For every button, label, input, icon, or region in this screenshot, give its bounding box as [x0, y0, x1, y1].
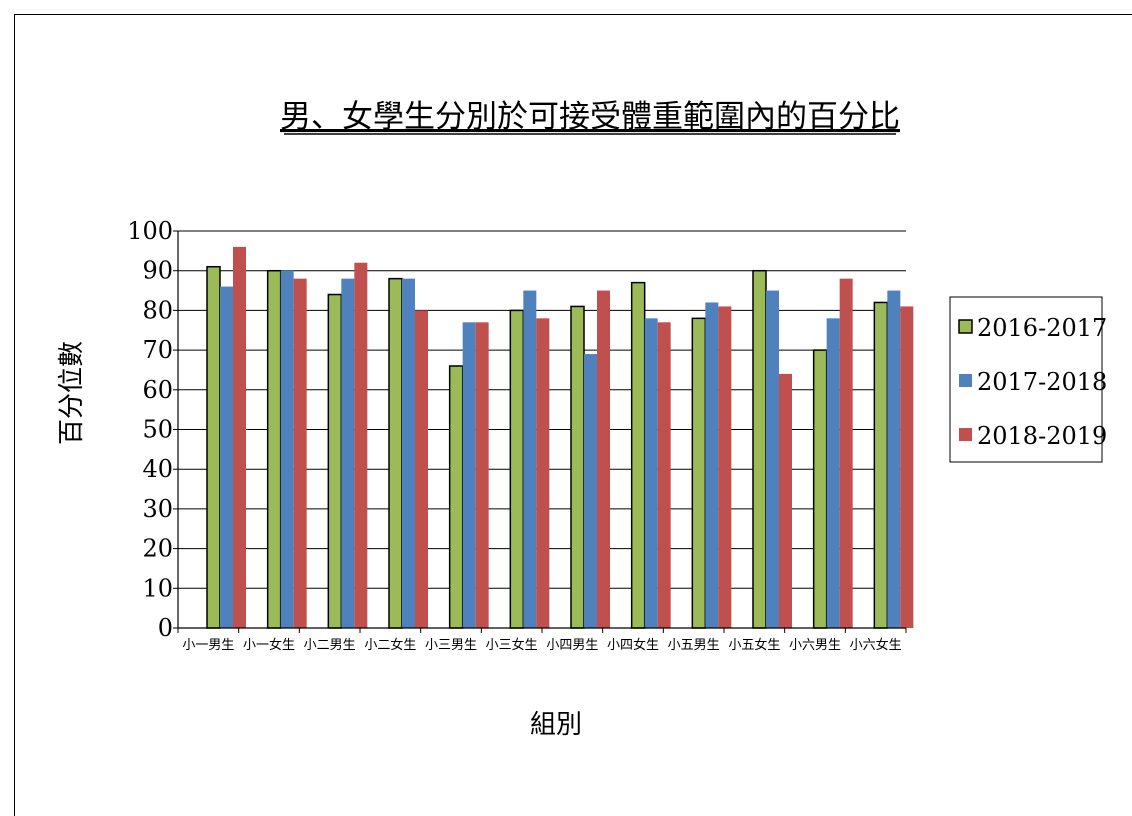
- bar-2016-2017-小五女生: [752, 269, 767, 629]
- bar-2018-2019-小六男生: [839, 278, 853, 628]
- x-tick-label: 小五男生: [668, 638, 720, 653]
- bar-2018-2019-小四男生: [597, 290, 610, 628]
- bar-2016-2017-小四女生: [630, 281, 646, 629]
- bar-2017-2018-小六女生: [887, 290, 901, 628]
- bar-2018-2019-小五男生: [718, 306, 732, 628]
- bar-2017-2018-小二男生: [341, 278, 355, 628]
- bar-2017-2018-小六男生: [826, 318, 840, 628]
- bar-2017-2018-小二女生: [402, 278, 415, 628]
- bar-2017-2018-小四男生: [584, 354, 597, 628]
- x-tick-label: 小四女生: [607, 637, 659, 653]
- y-tick-label: 50: [142, 416, 173, 444]
- y-tick-label: 40: [142, 455, 173, 483]
- bar-2016-2017-小三女生: [509, 309, 525, 629]
- bar-2017-2018-小三女生: [523, 290, 537, 628]
- bar-2017-2018-小一女生: [280, 270, 294, 628]
- y-tick-label: 100: [127, 217, 173, 245]
- bar-2016-2017-小一男生: [206, 265, 221, 629]
- x-tick-label: 小六男生: [789, 638, 841, 653]
- y-tick-label: 70: [142, 336, 173, 364]
- legend-swatch-2018-2019: [959, 428, 972, 441]
- bar-2017-2018-小三男生: [462, 322, 476, 628]
- bar-2018-2019-小五女生: [779, 373, 792, 628]
- bar-2017-2018-小五男生: [705, 302, 719, 628]
- legend-box: [949, 296, 1103, 463]
- x-axis-title: 組別: [530, 710, 582, 740]
- bar-2018-2019-小四女生: [657, 322, 671, 628]
- chart-frame: [14, 14, 1132, 816]
- bar-2016-2017-小二女生: [388, 277, 403, 629]
- x-tick-label: 小六女生: [850, 637, 902, 653]
- x-tick-label: 小二女生: [364, 637, 416, 653]
- bar-2018-2019-小三女生: [536, 318, 550, 628]
- chart-title: 男、女學生分別於可接受體重範圍內的百分比: [280, 99, 900, 135]
- x-tick-label: 小二男生: [304, 638, 356, 653]
- bar-2016-2017-小一女生: [266, 269, 282, 629]
- legend-label: 2016-2017: [977, 314, 1107, 342]
- bar-2016-2017-小六男生: [812, 349, 828, 629]
- bar-2018-2019-小六女生: [900, 306, 914, 628]
- legend-swatch-2017-2018: [959, 374, 972, 387]
- bar-2018-2019-小一男生: [233, 246, 246, 628]
- bar-2018-2019-小二男生: [354, 262, 368, 628]
- y-tick-label: 60: [142, 376, 173, 404]
- bar-2017-2018-小五女生: [766, 290, 779, 628]
- legend-label: 2017-2018: [977, 368, 1107, 396]
- x-tick-labels: 小一男生 小一女生 小二男生 小二女生 小三男生 小三女生 小四男生 小四女生 小五男生 小五女生…: [182, 637, 901, 653]
- legend-label: 2018-2019: [977, 422, 1107, 450]
- axes: [173, 230, 907, 633]
- y-tick-label: 10: [142, 574, 173, 602]
- y-tick-label: 90: [142, 257, 173, 285]
- x-tick-label: 小三女生: [486, 637, 538, 653]
- bar-2016-2017-小二男生: [327, 293, 343, 629]
- y-tick-label: 0: [158, 614, 173, 642]
- legend: 2016-2017 2017-2018 2018-2019: [949, 296, 1107, 463]
- bar-2016-2017-小四男生: [570, 305, 585, 629]
- x-tick-label: 小一男生: [182, 638, 234, 653]
- x-tick-label: 小三男生: [425, 638, 477, 653]
- bar-2018-2019-小一女生: [293, 278, 307, 628]
- bar-2017-2018-小一男生: [220, 286, 233, 628]
- bar-2016-2017-小六女生: [873, 301, 889, 629]
- y-tick-label: 80: [142, 296, 173, 324]
- bar-2016-2017-小三男生: [448, 365, 464, 629]
- bars: [206, 246, 914, 629]
- y-tick-label: 30: [142, 495, 173, 523]
- x-tick-label: 小五女生: [728, 637, 780, 653]
- y-tick-label: 20: [142, 535, 173, 563]
- bar-2017-2018-小四女生: [644, 318, 658, 628]
- legend-swatch-2016-2017: [958, 319, 973, 334]
- y-tick-labels: 0 10 20 30 40 50 60 70 80 90 100: [127, 217, 173, 642]
- bar-2016-2017-小五男生: [691, 317, 707, 629]
- bar-2018-2019-小三男生: [475, 322, 489, 628]
- bar-2018-2019-小二女生: [415, 310, 428, 628]
- y-axis-title: 百分位數: [57, 341, 87, 445]
- x-tick-label: 小四男生: [546, 638, 598, 653]
- x-tick-label: 小一女生: [243, 637, 295, 653]
